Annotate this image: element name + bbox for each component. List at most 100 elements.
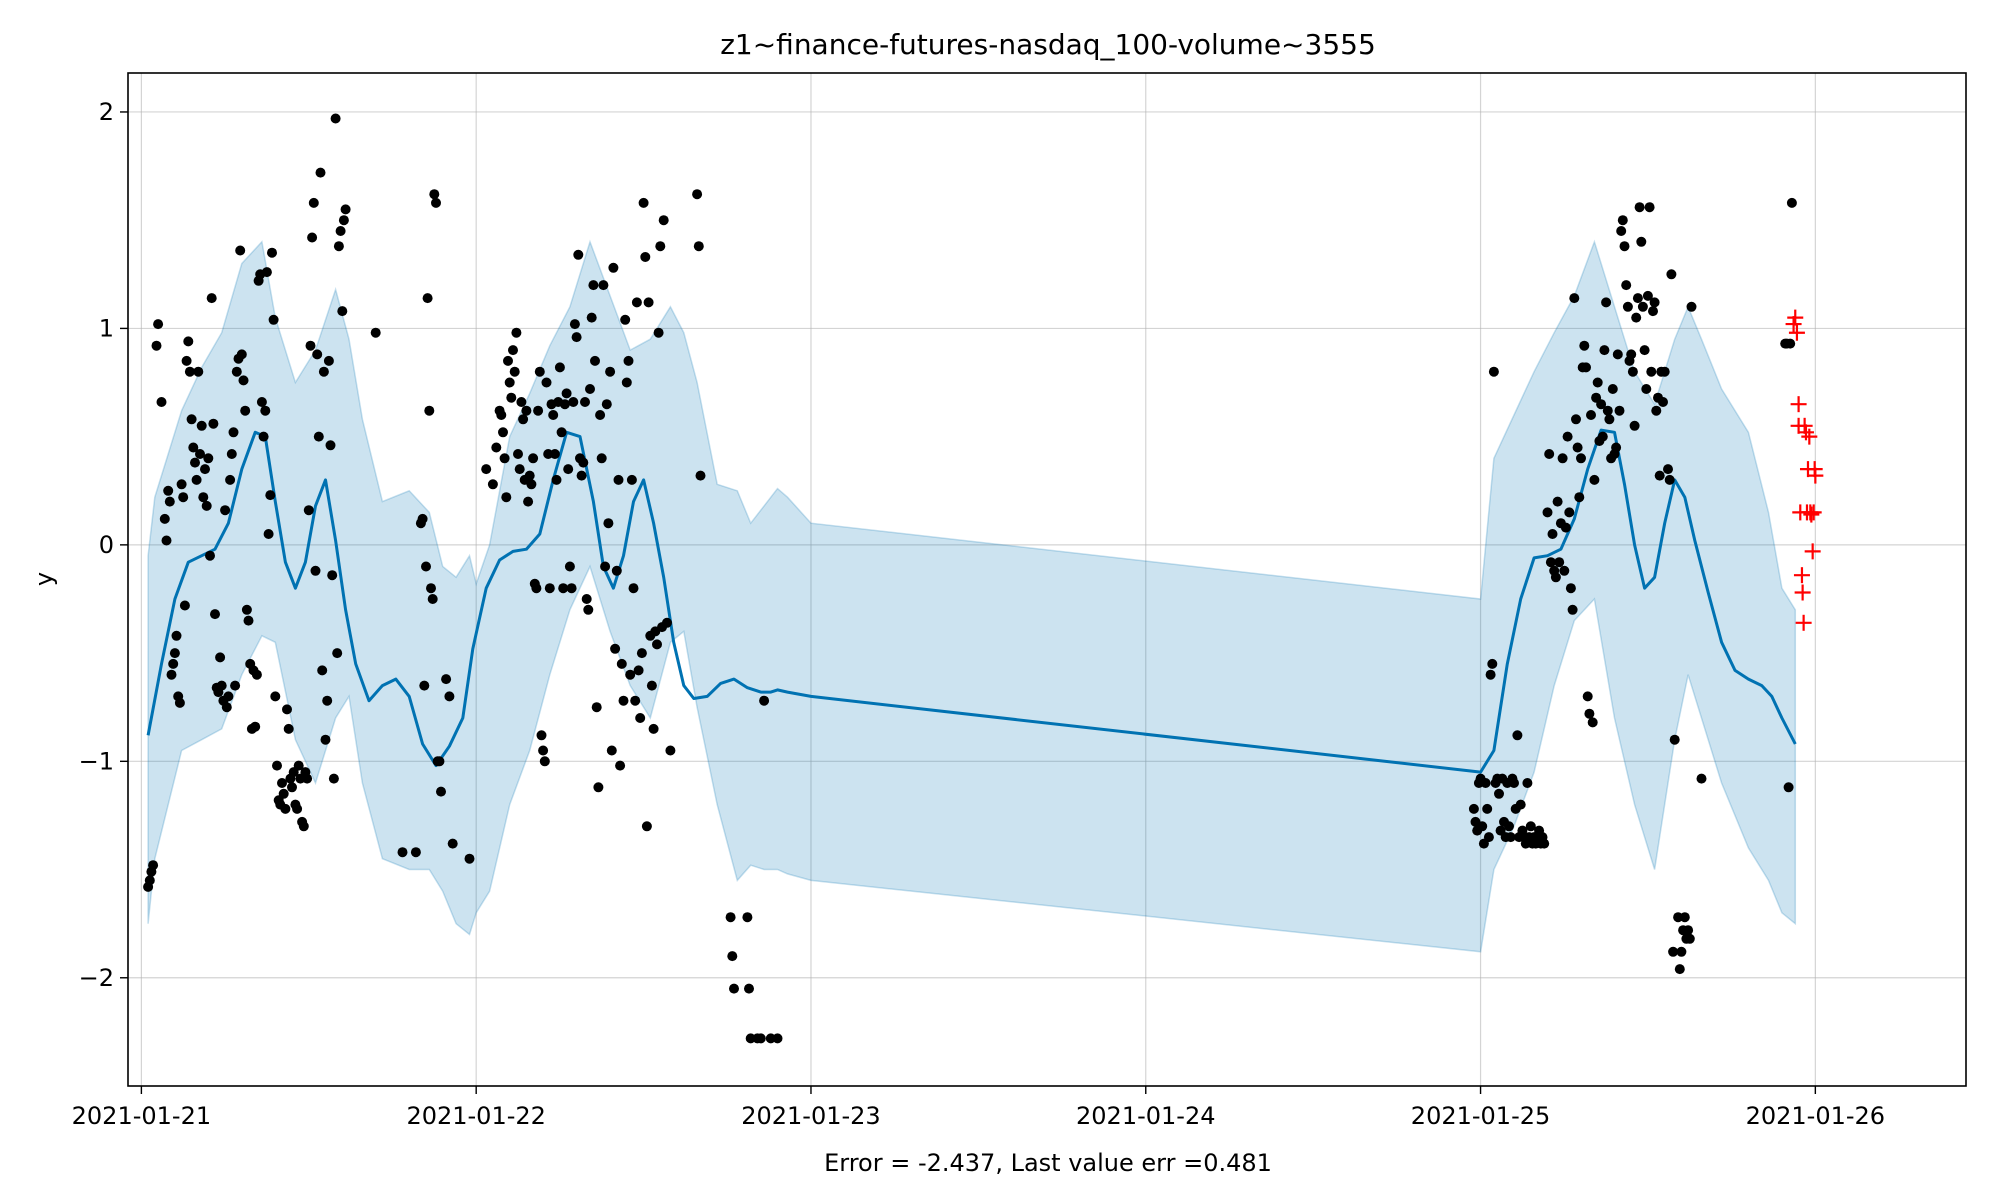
observed-point	[566, 583, 577, 594]
observed-point	[693, 241, 704, 252]
observed-point	[283, 723, 294, 734]
observed-point	[225, 474, 236, 485]
observed-point	[1631, 312, 1642, 323]
observed-point	[181, 355, 192, 366]
observed-point	[176, 479, 187, 490]
observed-point	[220, 505, 231, 516]
observed-point	[601, 399, 612, 410]
observed-point	[1629, 420, 1640, 431]
observed-point	[1601, 297, 1612, 308]
observed-point	[1547, 529, 1558, 539]
test-point	[1787, 309, 1804, 326]
observed-point	[1574, 492, 1585, 503]
observed-point	[1636, 236, 1647, 247]
observed-point	[1639, 345, 1650, 356]
observed-point	[631, 297, 642, 308]
observed-point	[576, 470, 587, 481]
observed-point	[421, 561, 431, 572]
observed-point	[652, 639, 662, 650]
observed-point	[1646, 366, 1657, 377]
observed-point	[195, 449, 205, 459]
x-tick-label: 2021-01-26	[1746, 1102, 1885, 1130]
observed-point	[231, 366, 242, 377]
observed-point	[417, 513, 428, 524]
observed-point	[338, 215, 349, 226]
observed-point	[498, 427, 508, 438]
observed-point	[561, 388, 572, 399]
observed-point	[772, 1033, 783, 1044]
test-point	[1793, 567, 1810, 584]
observed-point	[307, 232, 318, 243]
observed-point	[523, 496, 534, 507]
observed-point	[727, 951, 738, 962]
observed-point	[655, 241, 666, 252]
observed-point	[600, 561, 611, 572]
y-tick-label: −1	[79, 747, 114, 775]
observed-point	[191, 474, 202, 485]
observed-point	[447, 838, 458, 849]
test-point	[1788, 324, 1805, 341]
observed-point	[210, 609, 220, 620]
observed-point	[422, 293, 433, 304]
observed-point	[1586, 410, 1596, 420]
observed-point	[1649, 297, 1660, 308]
observed-point	[1683, 925, 1694, 936]
observed-point	[1569, 293, 1580, 304]
observed-point	[583, 604, 594, 615]
observed-point	[1596, 399, 1607, 410]
observed-point	[337, 306, 348, 317]
observed-point	[238, 375, 249, 386]
observed-point	[508, 345, 518, 356]
observed-point	[282, 704, 292, 715]
observed-point	[616, 658, 627, 669]
observed-point	[588, 280, 599, 291]
observed-point	[1658, 397, 1668, 407]
observed-point	[1626, 349, 1637, 360]
observed-point	[487, 479, 498, 490]
observed-point	[564, 561, 575, 572]
x-axis-label: Error = -2.437, Last value err =0.481	[824, 1149, 1272, 1177]
observed-point	[590, 355, 600, 366]
observed-point	[611, 565, 622, 576]
observed-point	[725, 912, 736, 923]
test-points	[1785, 309, 1824, 631]
test-point	[1803, 506, 1820, 523]
y-axis-ticks: 2 1 0 −1 −2	[79, 98, 128, 992]
observed-point	[556, 427, 567, 438]
observed-point	[620, 314, 631, 325]
observed-point	[427, 594, 438, 604]
observed-point	[521, 405, 532, 416]
observed-point	[643, 297, 654, 308]
observed-point	[268, 314, 279, 325]
observed-point	[196, 420, 207, 431]
observed-point	[328, 773, 339, 784]
observed-point	[1512, 730, 1523, 741]
observed-point	[1602, 405, 1613, 416]
observed-point	[315, 167, 326, 178]
observed-point	[1597, 431, 1608, 442]
observed-point	[320, 734, 331, 745]
observed-point	[441, 674, 452, 685]
observed-point	[278, 788, 289, 799]
observed-point	[235, 245, 246, 256]
observed-point	[528, 453, 539, 464]
observed-point	[1621, 280, 1632, 291]
observed-point	[444, 691, 455, 702]
observed-point	[305, 340, 316, 351]
observed-point	[513, 449, 523, 459]
observed-point	[1684, 933, 1695, 944]
observed-point	[511, 327, 522, 338]
observed-point	[1487, 658, 1498, 669]
observed-point	[1642, 290, 1653, 301]
observed-point	[544, 583, 555, 594]
observed-point	[595, 410, 606, 420]
observed-point	[662, 617, 672, 628]
observed-point	[292, 803, 303, 814]
observed-point	[1611, 442, 1622, 453]
observed-point	[549, 449, 560, 459]
observed-point	[563, 464, 574, 475]
observed-point	[215, 652, 226, 663]
observed-point	[533, 405, 544, 416]
test-point	[1807, 467, 1824, 484]
observed-point	[1599, 345, 1610, 356]
